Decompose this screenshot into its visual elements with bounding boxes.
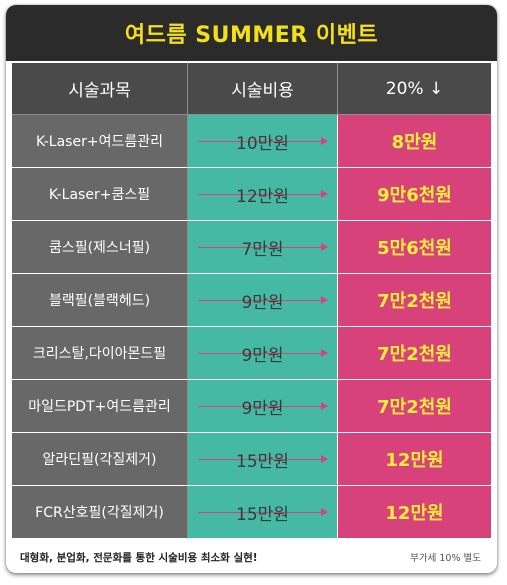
row-original-price: 12만원 <box>188 168 338 221</box>
title-bar: 여드름 SUMMER 이벤트 <box>6 5 497 61</box>
row-name: 쿰스필(제스너필) <box>12 221 188 274</box>
row-name: 크리스탈,다이아몬드필 <box>12 327 188 380</box>
row-name: K-Laser+여드름관리 <box>12 115 188 168</box>
price-text: 9만원 <box>241 398 284 419</box>
row-sale-price: 12만원 <box>338 486 491 539</box>
price-text: 15만원 <box>236 504 289 525</box>
row-sale-price: 12만원 <box>338 433 491 486</box>
price-text: 12만원 <box>236 186 289 207</box>
price-text: 10만원 <box>236 133 289 154</box>
footer-vat-note: 부가세 10% 별도 <box>410 553 481 564</box>
price-text: 15만원 <box>236 451 289 472</box>
footer-slogan: 대형화, 분업화, 전문화를 통한 시술비용 최소화 실현! <box>20 551 258 564</box>
row-original-price: 15만원 <box>188 433 338 486</box>
price-text: 9만원 <box>241 292 284 313</box>
strike-arrow <box>198 349 328 357</box>
event-card: 여드름 SUMMER 이벤트 시술과목 시술비용 20% ↓ K-Laser+여… <box>6 5 497 573</box>
header-treatment: 시술과목 <box>12 63 188 115</box>
row-name: K-Laser+쿰스필 <box>12 168 188 221</box>
strike-arrow <box>198 190 328 198</box>
strike-arrow <box>198 137 328 145</box>
row-sale-price: 5만6천원 <box>338 221 491 274</box>
row-original-price: 7만원 <box>188 221 338 274</box>
row-name: FCR산호필(각질제거) <box>12 486 188 539</box>
row-original-price: 9만원 <box>188 380 338 433</box>
footer: 대형화, 분업화, 전문화를 통한 시술비용 최소화 실현! 부가세 10% 별… <box>6 541 497 573</box>
price-text: 9만원 <box>241 345 284 366</box>
strike-arrow <box>198 243 328 251</box>
row-name: 알라딘필(각질제거) <box>12 433 188 486</box>
row-sale-price: 7만2천원 <box>338 380 491 433</box>
strike-arrow <box>198 402 328 410</box>
row-sale-price: 9만6천원 <box>338 168 491 221</box>
strike-arrow <box>198 296 328 304</box>
row-name: 마일드PDT+여드름관리 <box>12 380 188 433</box>
price-text: 7만원 <box>241 239 284 260</box>
row-name: 블랙필(블랙헤드) <box>12 274 188 327</box>
row-sale-price: 8만원 <box>338 115 491 168</box>
header-discount: 20% ↓ <box>338 63 491 115</box>
row-original-price: 15만원 <box>188 486 338 539</box>
price-table: 시술과목 시술비용 20% ↓ K-Laser+여드름관리 10만원 8만원 K… <box>12 63 491 539</box>
strike-arrow <box>198 455 328 463</box>
header-cost: 시술비용 <box>188 63 338 115</box>
row-sale-price: 7만2천원 <box>338 274 491 327</box>
row-original-price: 9만원 <box>188 327 338 380</box>
row-sale-price: 7만2천원 <box>338 327 491 380</box>
row-original-price: 10만원 <box>188 115 338 168</box>
strike-arrow <box>198 508 328 516</box>
row-original-price: 9만원 <box>188 274 338 327</box>
page-title: 여드름 SUMMER 이벤트 <box>124 23 379 48</box>
